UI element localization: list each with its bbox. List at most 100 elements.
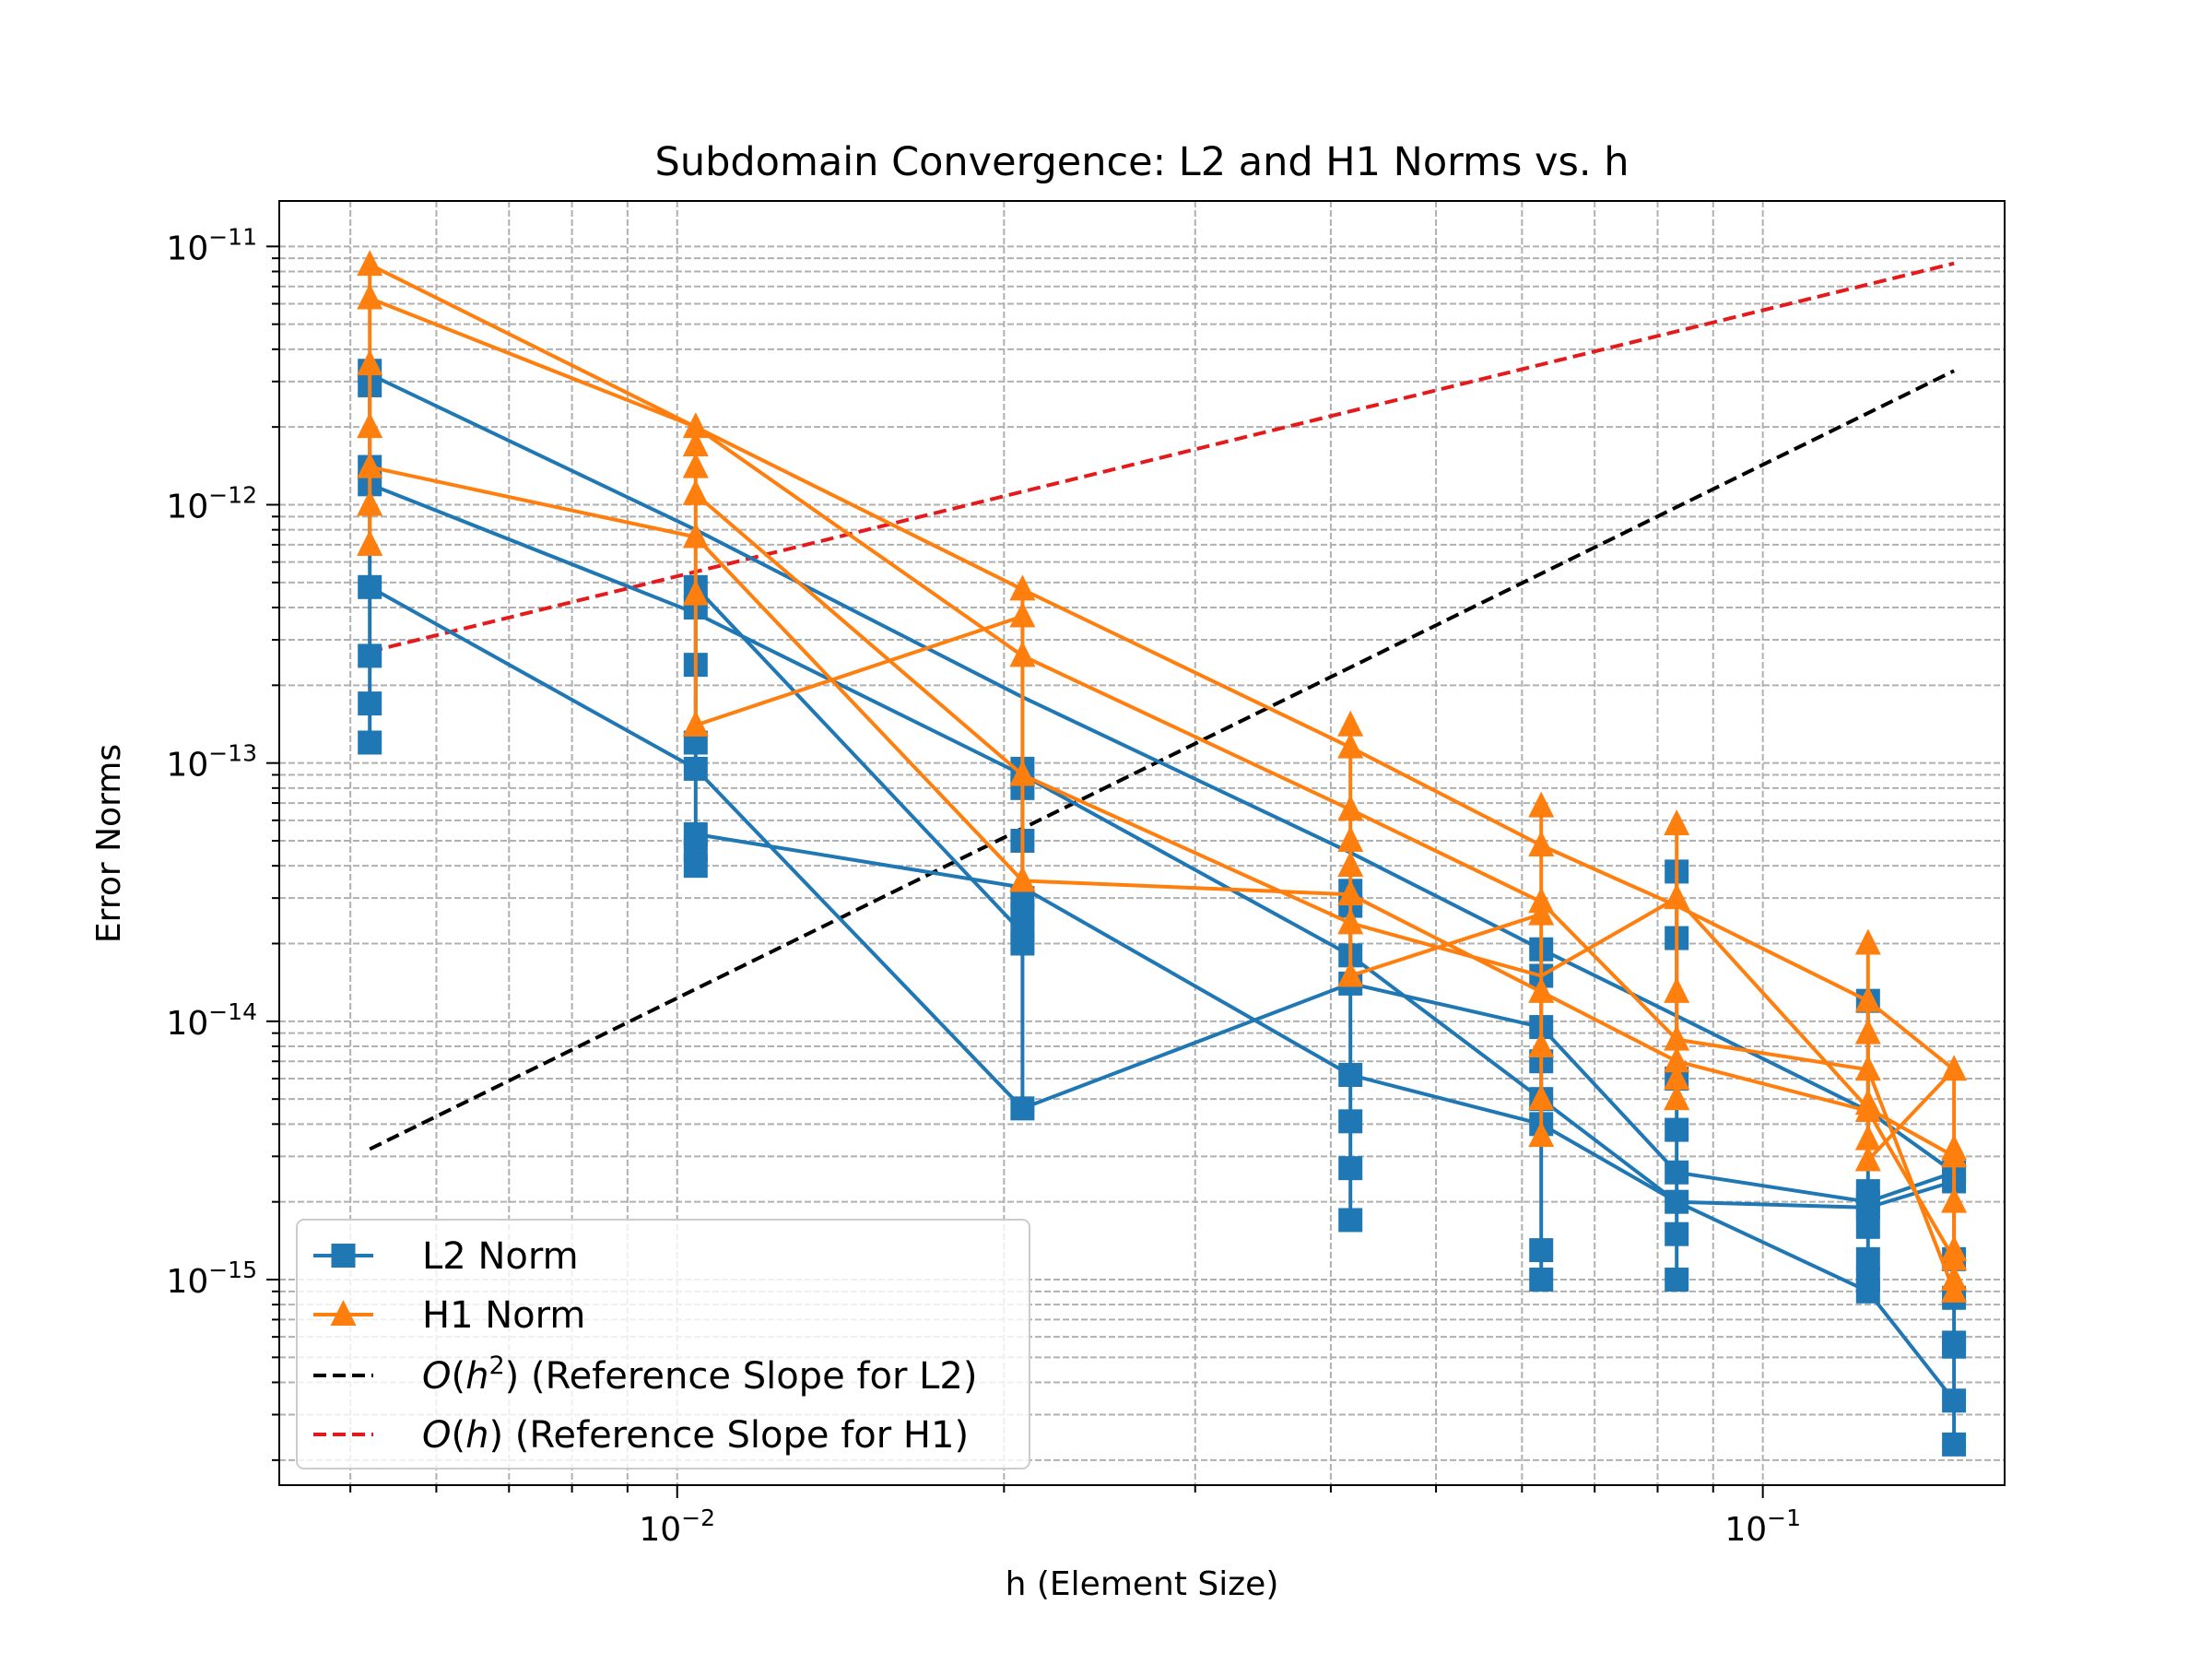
h1-norm-point	[357, 490, 383, 516]
legend-swatch-marker	[331, 1244, 356, 1268]
l2-norm-point	[1665, 1160, 1689, 1185]
h1-norm-point	[1854, 928, 1881, 955]
y-tick-label-exponent: −11	[208, 223, 257, 250]
h1-norm-point	[1337, 826, 1364, 853]
l2-norm-point	[1010, 1096, 1035, 1121]
h1-norm-point	[1337, 732, 1364, 759]
legend-label-part: (	[451, 1414, 465, 1457]
y-tick-label-base: 10	[166, 1263, 208, 1301]
l2-norm-point	[1855, 1214, 1880, 1239]
legend-box	[296, 1219, 1030, 1469]
l2-norm-point	[358, 691, 382, 716]
h1-norm-point	[1009, 574, 1036, 601]
y-tick-label: 10−14	[166, 998, 257, 1043]
l2-norm-point	[683, 756, 708, 781]
l2-norm-point	[1665, 1189, 1689, 1214]
h1-norm-point	[1664, 883, 1690, 910]
h1-norm-point	[357, 349, 383, 376]
l2-norm-line	[694, 585, 1024, 935]
x-tick-label-exponent: −2	[681, 1505, 715, 1531]
h1-norm-point	[682, 452, 709, 478]
legend-label-part: O	[422, 1355, 451, 1398]
h1-norm-point	[1337, 961, 1364, 987]
y-tick-label-exponent: −14	[208, 998, 257, 1025]
h1-norm-point	[357, 250, 383, 277]
h1-norm-point	[682, 579, 709, 606]
h1-norm-point	[1009, 866, 1036, 892]
legend-label-part: ) (Reference Slope for L2)	[505, 1355, 978, 1398]
l2-norm-point	[1942, 1388, 1967, 1413]
l2-norm-point	[358, 643, 382, 668]
plot-frame	[278, 200, 2006, 1486]
h1-norm-point	[1337, 879, 1364, 906]
chart-title: Subdomain Convergence: L2 and H1 Norms v…	[655, 139, 1630, 185]
legend-label-part: h	[465, 1414, 488, 1457]
l2-norm-point	[1665, 1117, 1689, 1142]
l2-norm-line	[369, 482, 1956, 1402]
l2-norm-point	[1338, 1109, 1363, 1134]
legend-label-part: (	[451, 1355, 465, 1398]
h1-norm-point	[682, 522, 709, 549]
l2-norm-point	[1665, 1221, 1689, 1246]
legend-label-part: O	[422, 1414, 451, 1457]
h1-norm-point	[1664, 1084, 1690, 1111]
h1-norm-point	[1664, 976, 1690, 1003]
h1-norm-line	[1866, 1068, 1956, 1162]
h1-norm-point	[682, 430, 709, 456]
y-tick-label: 10−13	[166, 740, 257, 785]
h1-norm-line	[695, 614, 1024, 727]
x-tick-label-base: 10	[1724, 1511, 1767, 1549]
x-tick-label: 10−1	[1724, 1505, 1801, 1549]
h1-norm-point	[1664, 1046, 1690, 1073]
h1-norm-point	[1528, 830, 1555, 856]
h1-norm-point	[1664, 808, 1690, 835]
legend-label-part: ) (Reference Slope for H1)	[488, 1414, 969, 1457]
h1-norm-point	[1009, 760, 1036, 786]
h1-norm-point	[1941, 1141, 1968, 1168]
h1-norm-point	[1941, 1244, 1968, 1270]
x-tick-label-base: 10	[639, 1511, 681, 1549]
y-tick-label-base: 10	[166, 489, 208, 526]
l2-norm-point	[1529, 1268, 1554, 1292]
legend-label: H1 Norm	[422, 1294, 585, 1337]
y-tick-label: 10−12	[166, 482, 257, 526]
y-tick-label: 10−15	[166, 1257, 257, 1301]
data-series	[357, 250, 1968, 1457]
h1-norm-line	[369, 296, 1956, 1292]
h1-norm-point	[682, 478, 709, 505]
h1-norm-point	[1941, 1186, 1968, 1213]
h1-norm-point	[1941, 1055, 1968, 1081]
y-tick-label-exponent: −13	[208, 740, 257, 767]
h1-norm-point	[1941, 1276, 1968, 1303]
h1-norm-point	[1009, 601, 1036, 628]
legend-swatch-marker	[330, 1300, 357, 1326]
l2-norm-point	[1942, 1432, 1967, 1457]
h1-norm-point	[1528, 1084, 1555, 1111]
h1-norm-point	[1854, 1018, 1881, 1044]
y-tick-label-base: 10	[166, 1005, 208, 1043]
h1-norm-point	[1854, 1145, 1881, 1172]
y-tick-label-exponent: −12	[208, 482, 257, 509]
legend-label: L2 Norm	[422, 1235, 579, 1278]
reference-line-o-h2	[369, 369, 1955, 1151]
h1-norm-point	[1009, 641, 1036, 667]
legend-label: O(h) (Reference Slope for H1)	[422, 1414, 969, 1457]
y-tick-label-exponent: −15	[208, 1257, 257, 1283]
l2-norm-point	[1338, 1156, 1363, 1181]
h1-norm-point	[1528, 1121, 1555, 1148]
h1-norm-point	[1854, 985, 1881, 1012]
l2-norm-point	[683, 854, 708, 879]
h1-norm-point	[1664, 1024, 1690, 1051]
h1-norm-point	[1337, 795, 1364, 821]
h1-norm-point	[357, 529, 383, 556]
h1-norm-point	[1664, 1064, 1690, 1091]
h1-norm-point	[1528, 1031, 1555, 1057]
l2-norm-line	[369, 585, 1955, 1204]
h1-norm-point	[1337, 908, 1364, 935]
l2-norm-point	[1855, 1246, 1880, 1271]
l2-norm-point	[1665, 1268, 1689, 1292]
h1-norm-point	[357, 452, 383, 478]
